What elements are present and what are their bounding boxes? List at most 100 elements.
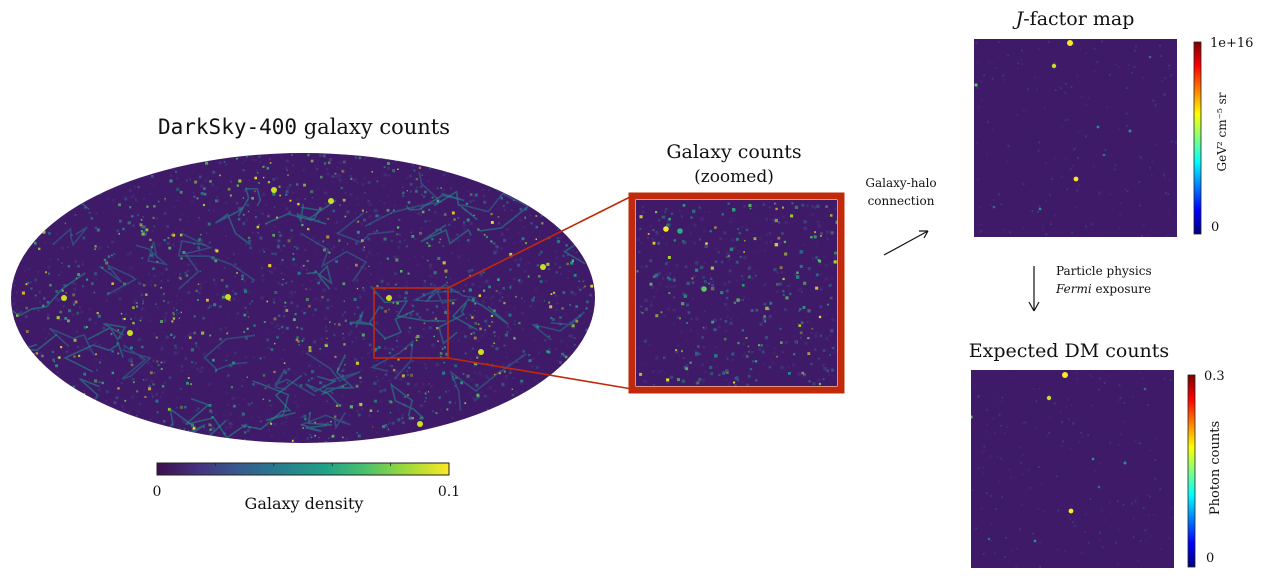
galaxy-pixel xyxy=(797,372,801,376)
galaxy-pixel xyxy=(734,377,738,380)
galaxy-pixel xyxy=(153,205,156,208)
galaxy-pixel xyxy=(376,364,379,367)
galaxy-pixel xyxy=(389,154,393,158)
galaxy-pixel xyxy=(381,377,384,379)
faint-source xyxy=(1119,397,1122,399)
galaxy-pixel xyxy=(58,318,62,321)
galaxy-pixel xyxy=(209,334,212,337)
galaxy-pixel xyxy=(560,211,563,215)
galaxy-pixel xyxy=(807,309,811,313)
galaxy-pixel xyxy=(160,166,163,168)
galaxy-pixel xyxy=(726,251,729,255)
galaxy-pixel xyxy=(121,405,124,409)
galaxy-pixel xyxy=(331,175,334,178)
galaxy-pixel xyxy=(538,275,541,278)
galaxy-pixel xyxy=(197,283,200,285)
galaxy-pixel xyxy=(667,223,671,227)
galaxy-pixel xyxy=(444,290,446,292)
galaxy-pixel xyxy=(294,395,297,398)
galaxy-pixel xyxy=(392,209,395,212)
galaxy-pixel xyxy=(306,260,309,262)
galaxy-pixel xyxy=(571,259,574,262)
galaxy-pixel xyxy=(501,296,504,299)
galaxy-pixel xyxy=(690,318,693,320)
galaxy-pixel xyxy=(243,331,245,333)
galaxy-pixel xyxy=(401,421,405,425)
faint-source xyxy=(1142,76,1144,79)
galaxy-pixel xyxy=(113,165,115,167)
galaxy-pixel xyxy=(508,254,510,257)
galaxy-pixel xyxy=(56,417,59,421)
galaxy-pixel xyxy=(385,426,389,429)
galaxy-pixel xyxy=(155,217,159,221)
galaxy-pixel xyxy=(141,307,145,310)
galaxy-pixel xyxy=(513,248,515,250)
galaxy-pixel xyxy=(13,327,16,329)
galaxy-pixel xyxy=(140,293,144,296)
galaxy-pixel xyxy=(460,436,463,440)
galaxy-pixel xyxy=(815,244,818,246)
galaxy-pixel xyxy=(704,244,708,248)
galaxy-pixel xyxy=(558,266,561,269)
galaxy-pixel xyxy=(494,415,496,418)
galaxy-pixel xyxy=(97,422,99,424)
galaxy-pixel xyxy=(589,293,592,297)
galaxy-pixel xyxy=(258,182,260,184)
galaxy-pixel xyxy=(391,422,395,425)
faint-source xyxy=(982,552,985,555)
point-source xyxy=(1096,125,1100,129)
faint-source xyxy=(1104,149,1107,152)
galaxy-pixel xyxy=(225,426,229,430)
galaxy-pixel xyxy=(587,230,591,234)
galaxy-pixel xyxy=(539,207,543,210)
galaxy-pixel xyxy=(176,435,179,439)
galaxy-pixel xyxy=(559,316,562,319)
filament xyxy=(203,334,256,371)
galaxy-pixel xyxy=(752,360,755,363)
galaxy-pixel xyxy=(211,427,215,431)
galaxy-pixel xyxy=(118,153,122,156)
galaxy-pixel xyxy=(551,318,555,322)
galaxy-pixel xyxy=(133,427,136,430)
faint-source xyxy=(1051,178,1053,180)
galaxy-pixel xyxy=(555,423,558,425)
galaxy-pixel xyxy=(411,207,414,210)
galaxy-pixel xyxy=(560,198,562,201)
galaxy-pixel xyxy=(20,338,23,340)
galaxy-pixel xyxy=(543,419,546,422)
filament xyxy=(121,344,152,380)
galaxy-pixel xyxy=(341,221,343,223)
galaxy-pixel xyxy=(802,326,805,329)
galaxy-pixel xyxy=(93,291,96,294)
galaxy-pixel xyxy=(137,214,140,217)
galaxy-pixel xyxy=(49,421,53,424)
galaxy-pixel xyxy=(568,234,572,237)
galaxy-pixel xyxy=(310,377,313,380)
faint-source xyxy=(1118,128,1121,130)
galaxy-pixel xyxy=(328,255,331,258)
galaxy-pixel xyxy=(498,207,502,210)
galaxy-pixel xyxy=(311,196,314,199)
galaxy-pixel xyxy=(215,438,219,441)
galaxy-pixel xyxy=(17,342,19,345)
galaxy-pixel xyxy=(252,383,255,386)
galaxy-pixel xyxy=(150,393,153,395)
galaxy-pixel xyxy=(273,206,276,208)
galaxy-pixel xyxy=(506,228,509,231)
galaxy-pixel xyxy=(415,186,419,189)
faint-source xyxy=(977,105,980,108)
galaxy-pixel xyxy=(132,194,135,198)
galaxy-pixel xyxy=(567,166,571,170)
galaxy-pixel xyxy=(683,294,688,298)
galaxy-pixel xyxy=(564,394,568,397)
faint-source xyxy=(1046,435,1048,438)
faint-source xyxy=(971,489,973,491)
galaxy-pixel xyxy=(360,223,363,226)
point-source xyxy=(1123,461,1127,465)
galaxy-pixel xyxy=(65,176,69,180)
galaxy-pixel xyxy=(258,249,261,253)
galaxy-pixel xyxy=(300,266,304,270)
galaxy-pixel xyxy=(122,196,125,198)
galaxy-pixel xyxy=(324,325,327,328)
galaxy-pixel xyxy=(766,344,769,347)
